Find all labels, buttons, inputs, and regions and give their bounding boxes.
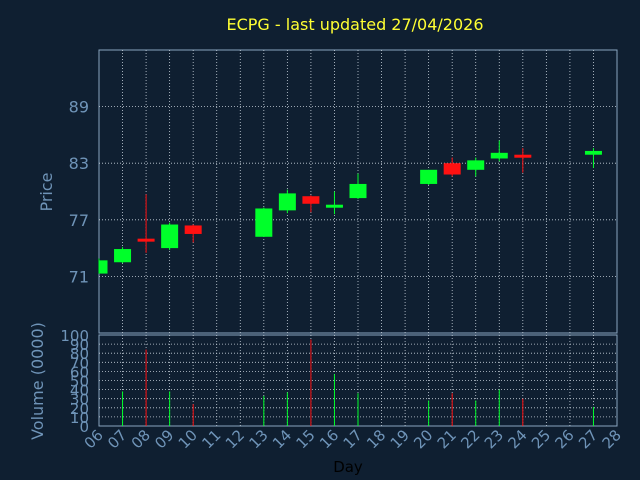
candle-body: [514, 154, 532, 158]
candle-body: [584, 150, 602, 155]
candle-body: [325, 204, 343, 208]
price-panel: 71 77 83 89: [69, 49, 618, 334]
volume-tick-label: 60: [70, 363, 89, 381]
candle-body: [161, 224, 179, 249]
candle-body: [490, 152, 508, 159]
price-tick-label: 77: [69, 211, 89, 230]
volume-tick-label: 10: [70, 409, 89, 427]
candle-body: [278, 193, 296, 211]
volume-tick-label: 100: [60, 327, 89, 345]
candle-body: [99, 260, 108, 274]
day-axis-label: Day: [333, 458, 363, 476]
volume-tick-label: 50: [70, 373, 89, 391]
candle-body: [114, 249, 132, 263]
volume-tick-label: 0: [79, 418, 89, 436]
candle-body: [302, 196, 320, 204]
volume-tick-label: 70: [70, 354, 89, 372]
day-axis: 0607080910111213141516171819202122232425…: [81, 426, 625, 452]
candle-body: [420, 169, 438, 184]
volume-axis-label: Volume (0000): [28, 322, 47, 440]
price-tick-label: 71: [69, 267, 89, 286]
candle-body: [443, 163, 461, 175]
candle-body: [255, 208, 273, 237]
volume-tick-label: 40: [70, 382, 89, 400]
candle-body: [349, 183, 367, 199]
candle-body: [184, 225, 202, 234]
price-axis-label: Price: [37, 172, 56, 211]
chart-title: ECPG - last updated 27/04/2026: [226, 15, 483, 34]
price-tick-label: 89: [69, 98, 89, 117]
candle-body: [467, 160, 485, 170]
price-tick-label: 83: [69, 154, 89, 173]
volume-tick-label: 90: [70, 336, 89, 354]
volume-tick-label: 30: [70, 391, 89, 409]
volume-tick-label: 80: [70, 345, 89, 363]
volume-tick-label: 20: [70, 400, 89, 418]
candle-body: [137, 238, 155, 242]
